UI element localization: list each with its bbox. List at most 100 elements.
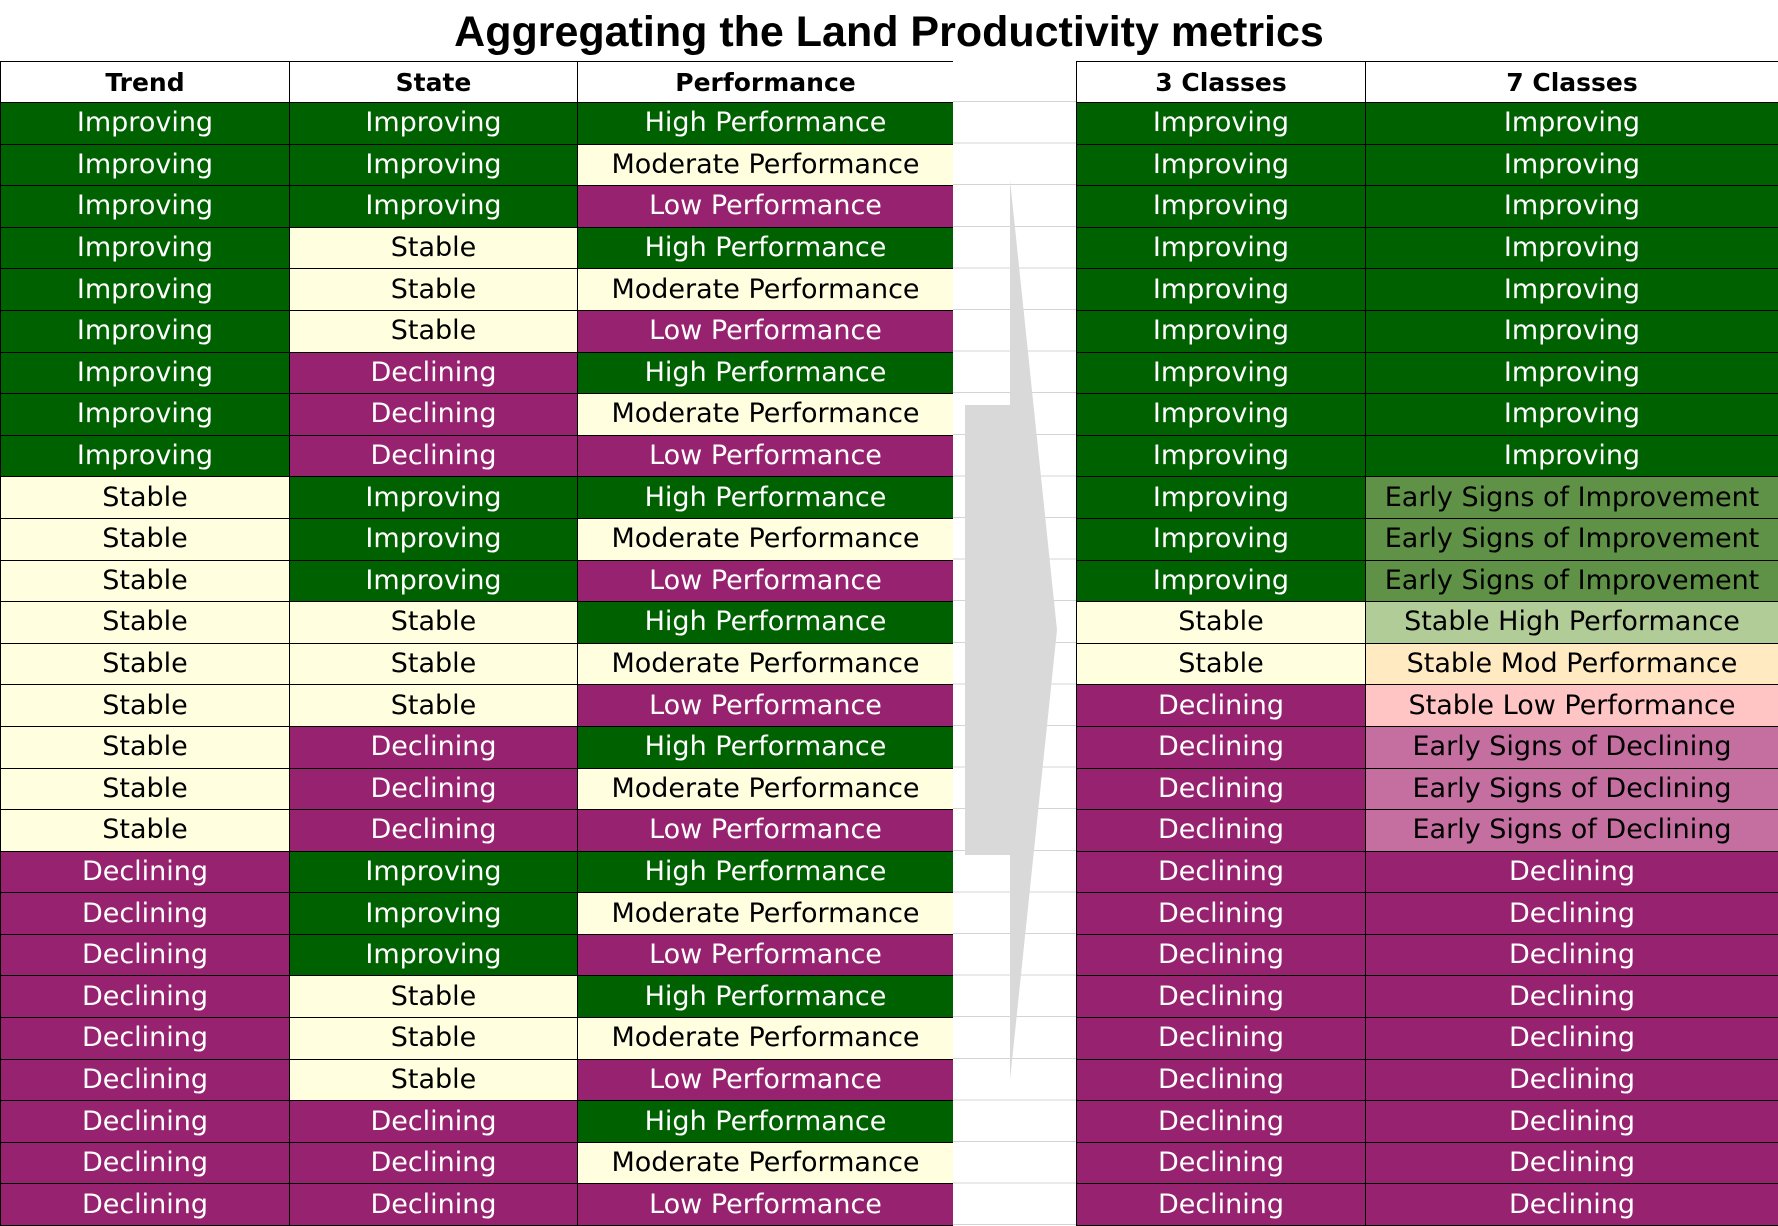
table-row: Declining Early Signs of Declining <box>1076 767 1778 811</box>
three-class-cell: Improving <box>1076 517 1366 561</box>
table-row: Stable Declining Moderate Performance <box>0 767 954 811</box>
three-class-cell: Declining <box>1076 1058 1366 1102</box>
table-row: Improving Improving <box>1076 102 1778 145</box>
table-row: Improving Stable High Performance <box>0 226 954 270</box>
performance-cell: High Performance <box>577 601 954 644</box>
table-row: Stable Stable Mod Performance <box>1076 642 1778 686</box>
table-row: Declining Early Signs of Declining <box>1076 809 1778 852</box>
performance-cell: High Performance <box>577 850 954 894</box>
state-cell: Stable <box>289 1058 578 1102</box>
state-cell: Declining <box>289 1183 578 1226</box>
performance-cell: Low Performance <box>577 185 954 228</box>
trend-cell: Stable <box>0 725 290 769</box>
trend-cell: Improving <box>0 351 290 395</box>
seven-class-cell: Declining <box>1365 1058 1778 1102</box>
table-row: Improving Improving Moderate Performance <box>0 143 954 187</box>
table-row: Improving Stable Low Performance <box>0 309 954 353</box>
trend-cell: Stable <box>0 809 290 852</box>
table-row: Declining Stable Low Performance <box>0 1058 954 1102</box>
three-class-cell: Declining <box>1076 850 1366 894</box>
table-row: Stable Improving High Performance <box>0 476 954 519</box>
right-arrow-icon <box>965 180 1057 1080</box>
table-row: Declining Declining <box>1076 1017 1778 1060</box>
table-row: Improving Declining Low Performance <box>0 434 954 478</box>
performance-cell: Low Performance <box>577 309 954 353</box>
seven-class-cell: Improving <box>1365 434 1778 478</box>
performance-cell: Low Performance <box>577 559 954 603</box>
three-class-cell: Declining <box>1076 975 1366 1019</box>
table-row: Improving Early Signs of Improvement <box>1076 476 1778 519</box>
three-class-cell: Declining <box>1076 1100 1366 1143</box>
seven-class-cell: Improving <box>1365 393 1778 436</box>
table-row: Declining Stable Low Performance <box>1076 684 1778 727</box>
three-class-cell: Declining <box>1076 1183 1366 1226</box>
state-cell: Stable <box>289 1017 578 1060</box>
performance-cell: Moderate Performance <box>577 767 954 811</box>
performance-cell: Moderate Performance <box>577 892 954 935</box>
state-cell: Improving <box>289 850 578 894</box>
table-row: Stable Stable High Performance <box>0 601 954 644</box>
performance-cell: Low Performance <box>577 434 954 478</box>
state-cell: Stable <box>289 684 578 727</box>
table-row: Declining Stable Moderate Performance <box>0 1017 954 1060</box>
trend-cell: Improving <box>0 226 290 270</box>
table-row: Improving Improving <box>1076 185 1778 228</box>
three-class-cell: Improving <box>1076 226 1366 270</box>
performance-cell: Moderate Performance <box>577 642 954 686</box>
trend-cell: Declining <box>0 975 290 1019</box>
trend-cell: Improving <box>0 309 290 353</box>
performance-cell: Low Performance <box>577 933 954 977</box>
state-cell: Declining <box>289 1100 578 1143</box>
seven-class-cell: Improving <box>1365 143 1778 187</box>
trend-cell: Stable <box>0 517 290 561</box>
trend-cell: Declining <box>0 850 290 894</box>
seven-class-cell: Improving <box>1365 351 1778 395</box>
trend-cell: Improving <box>0 185 290 228</box>
three-class-cell: Declining <box>1076 892 1366 935</box>
three-class-cell: Improving <box>1076 434 1366 478</box>
table-row: Declining Declining Low Performance <box>0 1183 954 1226</box>
header-7-classes: 7 Classes <box>1365 61 1778 103</box>
seven-class-cell: Stable High Performance <box>1365 601 1778 644</box>
table-row: Improving Improving <box>1076 309 1778 353</box>
table-row: Declining Declining Moderate Performance <box>0 1141 954 1185</box>
performance-cell: High Performance <box>577 975 954 1019</box>
trend-cell: Declining <box>0 1017 290 1060</box>
table-row: Improving Improving <box>1076 226 1778 270</box>
trend-cell: Stable <box>0 476 290 519</box>
seven-class-cell: Early Signs of Declining <box>1365 809 1778 852</box>
seven-class-cell: Declining <box>1365 975 1778 1019</box>
trend-cell: Improving <box>0 434 290 478</box>
table-row: Declining Improving High Performance <box>0 850 954 894</box>
three-class-cell: Declining <box>1076 809 1366 852</box>
trend-cell: Declining <box>0 1058 290 1102</box>
table-row: Declining Stable High Performance <box>0 975 954 1019</box>
state-cell: Stable <box>289 226 578 270</box>
table-row: Improving Early Signs of Improvement <box>1076 559 1778 603</box>
state-cell: Improving <box>289 476 578 519</box>
state-cell: Declining <box>289 393 578 436</box>
table-row: Improving Improving <box>1076 351 1778 395</box>
trend-cell: Stable <box>0 559 290 603</box>
state-cell: Declining <box>289 1141 578 1185</box>
trend-cell: Declining <box>0 1100 290 1143</box>
three-class-cell: Declining <box>1076 767 1366 811</box>
table-row: Stable Stable High Performance <box>1076 601 1778 644</box>
performance-cell: Moderate Performance <box>577 517 954 561</box>
state-cell: Declining <box>289 725 578 769</box>
performance-cell: High Performance <box>577 1100 954 1143</box>
seven-class-cell: Stable Low Performance <box>1365 684 1778 727</box>
table-row: Improving Declining High Performance <box>0 351 954 395</box>
table-row: Declining Improving Low Performance <box>0 933 954 977</box>
three-class-cell: Declining <box>1076 1141 1366 1185</box>
table-row: Improving Improving <box>1076 393 1778 436</box>
performance-cell: High Performance <box>577 351 954 395</box>
three-class-cell: Declining <box>1076 725 1366 769</box>
seven-class-cell: Improving <box>1365 102 1778 145</box>
three-class-cell: Stable <box>1076 601 1366 644</box>
three-class-cell: Improving <box>1076 476 1366 519</box>
seven-class-cell: Improving <box>1365 268 1778 311</box>
seven-class-cell: Improving <box>1365 226 1778 270</box>
three-class-cell: Stable <box>1076 642 1366 686</box>
seven-class-cell: Declining <box>1365 1183 1778 1226</box>
